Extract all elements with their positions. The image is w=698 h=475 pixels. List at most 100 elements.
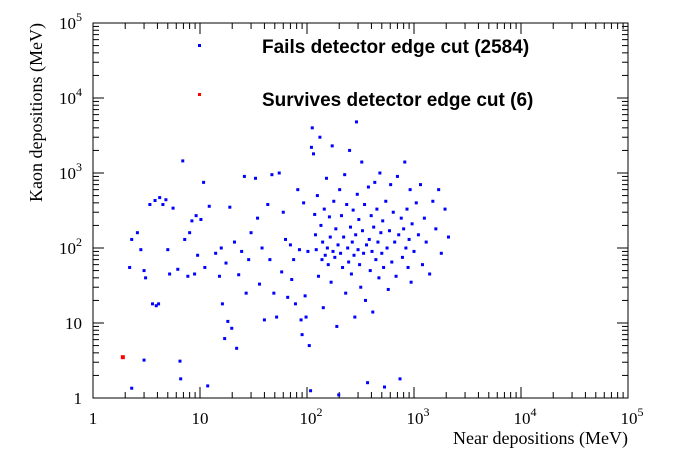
data-point-fails: [311, 152, 315, 156]
data-point-fails: [166, 248, 170, 252]
data-point-fails: [397, 233, 401, 237]
data-point-fails: [367, 237, 371, 241]
data-point-fails: [390, 260, 394, 264]
data-point-fails: [333, 255, 337, 259]
data-point-fails: [202, 180, 206, 184]
data-point-fails: [128, 265, 132, 269]
data-point-fails: [275, 315, 279, 319]
data-point-fails: [266, 203, 270, 207]
data-point-fails: [386, 287, 390, 291]
data-point-fails: [300, 333, 304, 337]
data-points: [120, 120, 450, 397]
data-point-fails: [310, 126, 314, 130]
data-point-fails: [135, 231, 139, 235]
data-point-fails: [354, 233, 358, 237]
data-point-fails: [324, 176, 328, 180]
data-point-fails: [230, 326, 234, 330]
x-axis-label: Near depositions (MeV): [453, 428, 628, 449]
data-point-fails: [418, 183, 422, 187]
data-point-fails: [219, 246, 223, 250]
y-tick-label: 1: [74, 389, 83, 408]
data-point-fails: [344, 291, 348, 295]
data-point-fails: [320, 258, 324, 262]
data-point-fails: [434, 227, 438, 231]
data-point-fails: [391, 210, 395, 214]
data-point-fails: [370, 249, 374, 253]
data-point-fails: [299, 318, 303, 322]
data-point-fails: [402, 227, 406, 231]
data-point-fails: [237, 273, 241, 277]
data-point-fails: [268, 258, 272, 262]
data-point-fails: [359, 285, 363, 289]
data-point-survives: [120, 355, 125, 360]
data-point-fails: [407, 237, 411, 241]
data-point-fails: [412, 249, 416, 253]
data-point-fails: [253, 176, 257, 180]
data-point-fails: [206, 384, 210, 388]
data-point-fails: [408, 188, 412, 192]
data-point-fails: [374, 258, 378, 262]
data-point-fails: [142, 269, 146, 273]
data-point-fails: [284, 237, 288, 241]
data-point-fails: [260, 246, 264, 250]
data-point-fails: [400, 255, 404, 259]
data-point-fails: [405, 207, 409, 211]
data-point-fails: [153, 198, 157, 202]
data-point-fails: [327, 215, 331, 219]
data-point-fails: [325, 246, 329, 250]
data-point-fails: [395, 174, 399, 178]
data-point-fails: [414, 201, 418, 205]
data-point-fails: [330, 144, 334, 148]
data-point-fails: [144, 276, 148, 280]
data-point-fails: [313, 212, 317, 216]
data-point-fails: [443, 207, 447, 211]
data-point-fails: [223, 337, 227, 341]
data-point-fails: [360, 160, 364, 164]
data-point-fails: [420, 263, 424, 267]
data-point-fails: [332, 199, 336, 203]
data-point-fails: [314, 248, 318, 252]
data-point-fails: [368, 269, 372, 273]
y-tick-label: 104: [59, 85, 82, 108]
data-point-fails: [379, 231, 383, 235]
data-point-fails: [296, 188, 300, 192]
data-point-fails: [410, 222, 414, 226]
data-point-fails: [277, 171, 281, 175]
data-point-fails: [380, 251, 384, 255]
data-point-fails: [297, 248, 301, 252]
data-point-fails: [345, 203, 349, 207]
x-tick-label: 103: [407, 405, 430, 428]
data-point-fails: [363, 298, 367, 302]
data-point-fails: [342, 235, 346, 239]
data-point-fails: [247, 258, 251, 262]
data-point-fails: [196, 253, 200, 257]
data-point-fails: [352, 253, 356, 257]
data-point-fails: [181, 159, 185, 163]
data-point-fails: [315, 194, 319, 198]
data-point-fails: [286, 295, 290, 299]
data-point-fails: [375, 207, 379, 211]
data-point-fails: [422, 216, 426, 220]
data-point-fails: [158, 196, 162, 200]
data-point-fails: [334, 227, 338, 231]
y-tick-label: 103: [59, 160, 82, 183]
data-point-fails: [281, 210, 285, 214]
data-point-fails: [203, 265, 207, 269]
data-point-fails: [130, 237, 134, 241]
data-point-fails: [372, 225, 376, 229]
data-point-fails: [309, 145, 313, 149]
x-tick-label: 102: [300, 405, 323, 428]
data-point-fails: [353, 315, 357, 319]
data-point-fails: [348, 148, 352, 152]
data-point-fails: [183, 237, 187, 241]
data-point-fails: [398, 377, 402, 381]
data-point-fails: [424, 240, 428, 244]
data-point-fails: [335, 324, 339, 328]
data-point-fails: [369, 214, 373, 218]
data-point-fails: [161, 203, 165, 207]
legend-marker-survives: [198, 93, 201, 96]
data-point-fails: [377, 276, 381, 280]
data-point-fails: [193, 272, 197, 276]
data-point-fails: [403, 160, 407, 164]
data-point-fails: [280, 270, 284, 274]
